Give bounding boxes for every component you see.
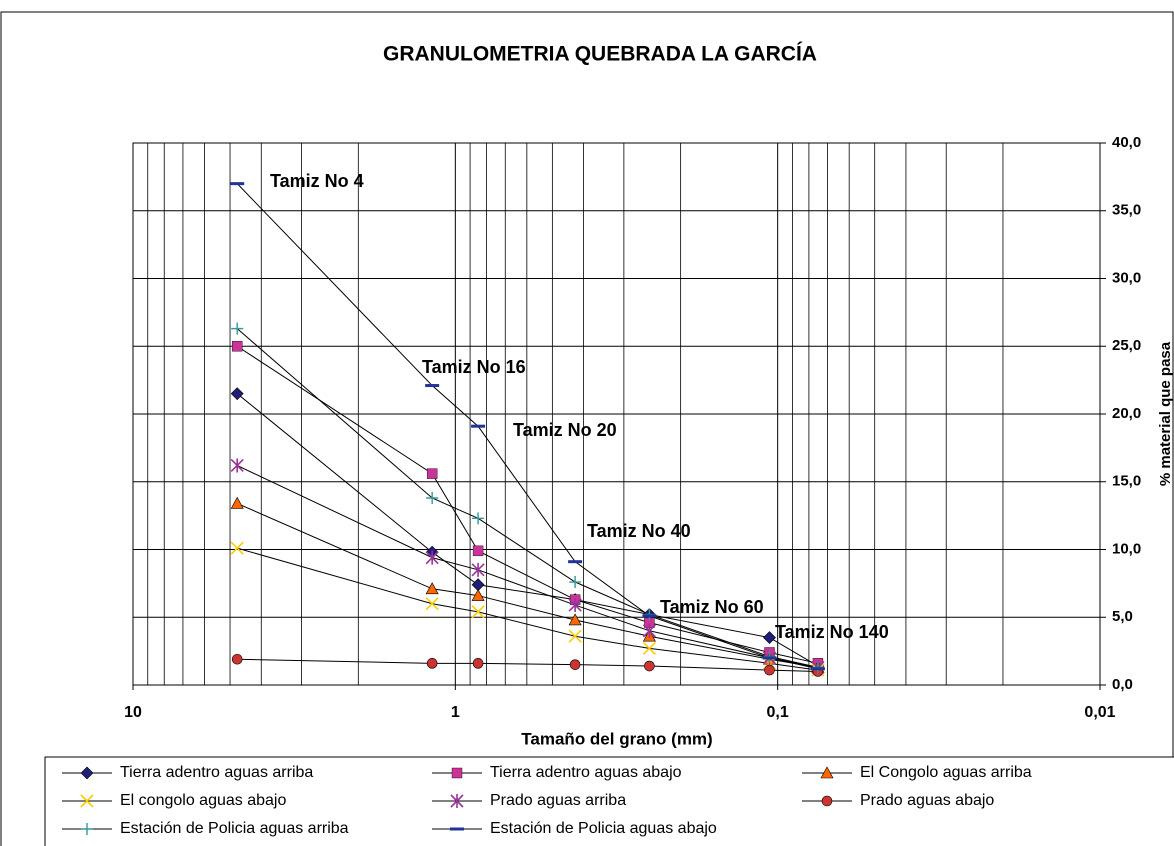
marker [426, 492, 439, 505]
y-tick-label: 40,0 [1112, 134, 1141, 151]
legend-item: El Congolo aguas arriba [802, 764, 1032, 781]
y-axis-label: % material que pasa [1157, 341, 1174, 486]
legend-item: Tierra adentro aguas arriba [62, 764, 313, 781]
annotation: Tamiz No 20 [513, 420, 617, 440]
y-tick-label: 20,0 [1112, 405, 1141, 422]
marker [764, 664, 775, 676]
chart-title: GRANULOMETRIA QUEBRADA LA GARCÍA [383, 43, 817, 66]
y-tick-label: 25,0 [1112, 337, 1141, 354]
marker [568, 629, 582, 643]
x-tick-label: 0,01 [1084, 704, 1115, 721]
x-tick-label: 10 [124, 704, 142, 721]
marker [425, 597, 439, 611]
marker [471, 562, 485, 577]
marker [472, 512, 485, 525]
y-tick-label: 35,0 [1112, 202, 1141, 219]
marker [231, 322, 244, 335]
annotation: Tamiz No 140 [775, 622, 889, 642]
legend-label: Tierra adentro aguas abajo [490, 764, 682, 781]
marker [80, 794, 94, 808]
legend-label: Estación de Policia aguas abajo [490, 820, 717, 837]
marker [230, 387, 244, 401]
marker [569, 576, 582, 589]
marker [820, 766, 834, 779]
legend-label: El Congolo aguas arriba [860, 764, 1032, 781]
marker [568, 598, 582, 613]
marker [569, 659, 581, 670]
legend-item: El congolo aguas abajo [62, 792, 286, 809]
legend-item: Estación de Policia aguas arriba [62, 820, 349, 837]
annotation: Tamiz No 16 [422, 357, 526, 377]
marker [426, 658, 438, 669]
legend-box [44, 756, 1174, 846]
y-tick-label: 30,0 [1112, 269, 1141, 286]
y-tick-label: 15,0 [1112, 473, 1141, 490]
marker [230, 458, 244, 473]
x-axis-label: Tamaño del grano (mm) [521, 729, 712, 748]
marker [230, 541, 244, 555]
annotation: Tamiz No 60 [660, 597, 764, 617]
marker [763, 631, 776, 644]
marker [451, 767, 463, 779]
marker [425, 582, 439, 595]
marker [80, 766, 94, 780]
legend-item: Prado aguas abajo [802, 792, 994, 809]
marker [425, 550, 439, 565]
x-tick-label: 1 [451, 704, 460, 721]
marker [471, 605, 485, 619]
marker [472, 545, 484, 557]
legend-label: Prado aguas arriba [490, 792, 626, 809]
marker [642, 641, 656, 655]
marker [821, 795, 833, 807]
legend-item: Prado aguas arriba [432, 792, 626, 809]
y-tick-label: 5,0 [1112, 608, 1133, 625]
marker [471, 588, 485, 601]
marker [450, 794, 464, 808]
marker [426, 468, 438, 479]
y-tick-label: 10,0 [1112, 540, 1141, 557]
legend-label: Tierra adentro aguas arriba [120, 764, 313, 781]
marker [472, 658, 484, 669]
annotation: Tamiz No 4 [270, 171, 364, 191]
marker [231, 653, 243, 665]
legend-label: Estación de Policia aguas arriba [120, 820, 349, 837]
marker [232, 341, 243, 352]
marker [644, 660, 655, 672]
legend-item: Tierra adentro aguas abajo [432, 764, 682, 781]
marker [81, 823, 93, 835]
annotation: Tamiz No 40 [587, 521, 691, 541]
marker [568, 613, 582, 626]
marker [230, 496, 244, 509]
legend-item: Estación de Policia aguas abajo [432, 820, 717, 837]
legend-label: El congolo aguas abajo [120, 792, 286, 809]
legend-label: Prado aguas abajo [860, 792, 994, 809]
marker [642, 623, 656, 638]
x-tick-label: 0,1 [767, 704, 789, 721]
y-tick-label: 0,0 [1112, 676, 1133, 693]
